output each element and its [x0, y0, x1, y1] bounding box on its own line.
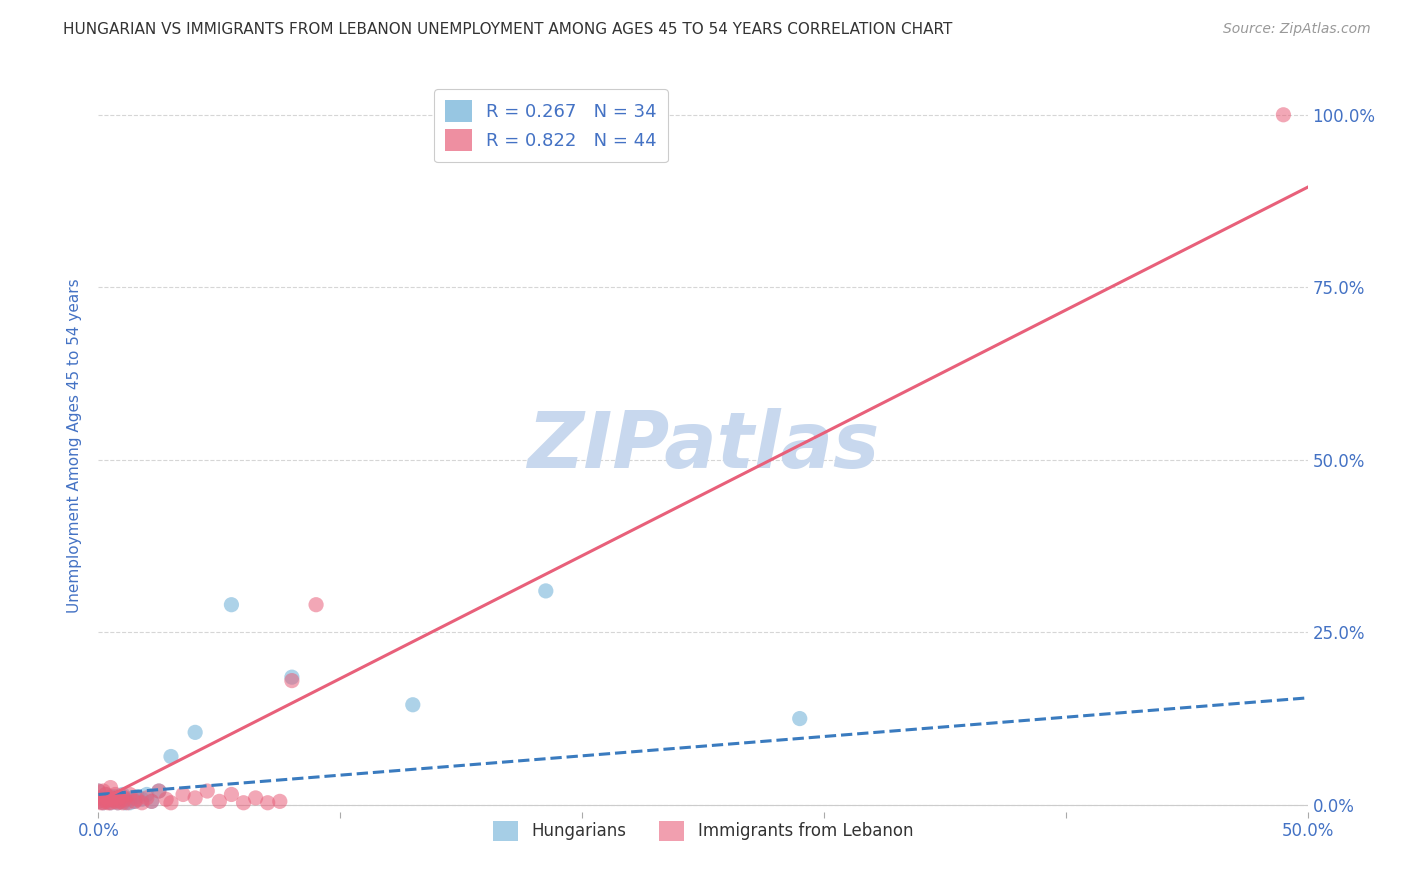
Point: [121, 791, 143, 805]
Point: [100, 789, 122, 804]
Point: [184, 725, 207, 739]
Point: [148, 784, 170, 798]
Point: [135, 788, 157, 802]
Point: [281, 670, 304, 684]
Point: [118, 788, 141, 802]
Point: [117, 792, 139, 806]
Point: [97, 796, 120, 810]
Point: [208, 794, 231, 808]
Point: [111, 794, 134, 808]
Point: [141, 794, 163, 808]
Point: [131, 796, 153, 810]
Point: [124, 794, 146, 808]
Point: [108, 792, 131, 806]
Point: [94, 794, 117, 808]
Point: [97, 792, 120, 806]
Point: [221, 788, 243, 802]
Point: [87, 791, 110, 805]
Point: [111, 788, 134, 802]
Point: [534, 583, 557, 598]
Point: [94, 788, 117, 802]
Point: [100, 796, 122, 810]
Point: [100, 780, 122, 795]
Point: [195, 784, 218, 798]
Point: [1272, 108, 1295, 122]
Point: [87, 791, 110, 805]
Point: [97, 794, 120, 808]
Text: HUNGARIAN VS IMMIGRANTS FROM LEBANON UNEMPLOYMENT AMONG AGES 45 TO 54 YEARS CORR: HUNGARIAN VS IMMIGRANTS FROM LEBANON UNE…: [63, 22, 953, 37]
Point: [281, 673, 304, 688]
Point: [87, 794, 110, 808]
Point: [104, 794, 127, 808]
Point: [141, 794, 163, 808]
Point: [94, 792, 117, 806]
Point: [107, 791, 129, 805]
Point: [107, 796, 129, 810]
Point: [111, 796, 134, 810]
Point: [160, 749, 183, 764]
Point: [111, 789, 134, 804]
Text: Source: ZipAtlas.com: Source: ZipAtlas.com: [1223, 22, 1371, 37]
Point: [131, 792, 153, 806]
Point: [148, 784, 170, 798]
Point: [104, 789, 127, 804]
Point: [100, 791, 122, 805]
Point: [101, 792, 124, 806]
Point: [232, 796, 254, 810]
Point: [118, 796, 141, 810]
Point: [91, 796, 114, 810]
Point: [107, 796, 129, 810]
Point: [104, 794, 127, 808]
Point: [90, 796, 112, 810]
Point: [256, 796, 278, 810]
Point: [91, 796, 114, 810]
Text: ZIPatlas: ZIPatlas: [527, 408, 879, 484]
Point: [101, 792, 124, 806]
Point: [305, 598, 328, 612]
Point: [124, 794, 146, 808]
Point: [135, 791, 157, 805]
Point: [108, 794, 131, 808]
Point: [155, 792, 177, 806]
Point: [104, 788, 127, 802]
Point: [221, 598, 243, 612]
Point: [114, 792, 136, 806]
Point: [184, 791, 207, 805]
Legend: Hungarians, Immigrants from Lebanon: Hungarians, Immigrants from Lebanon: [482, 811, 924, 851]
Point: [100, 796, 122, 810]
Point: [127, 789, 149, 804]
Point: [87, 784, 110, 798]
Point: [94, 788, 117, 802]
Point: [127, 792, 149, 806]
Point: [117, 796, 139, 810]
Point: [402, 698, 425, 712]
Point: [114, 796, 136, 810]
Point: [87, 794, 110, 808]
Point: [91, 784, 114, 798]
Point: [107, 791, 129, 805]
Point: [269, 794, 291, 808]
Point: [160, 796, 183, 810]
Y-axis label: Unemployment Among Ages 45 to 54 years: Unemployment Among Ages 45 to 54 years: [67, 278, 83, 614]
Point: [245, 791, 267, 805]
Point: [172, 788, 194, 802]
Point: [789, 712, 811, 726]
Point: [87, 784, 110, 798]
